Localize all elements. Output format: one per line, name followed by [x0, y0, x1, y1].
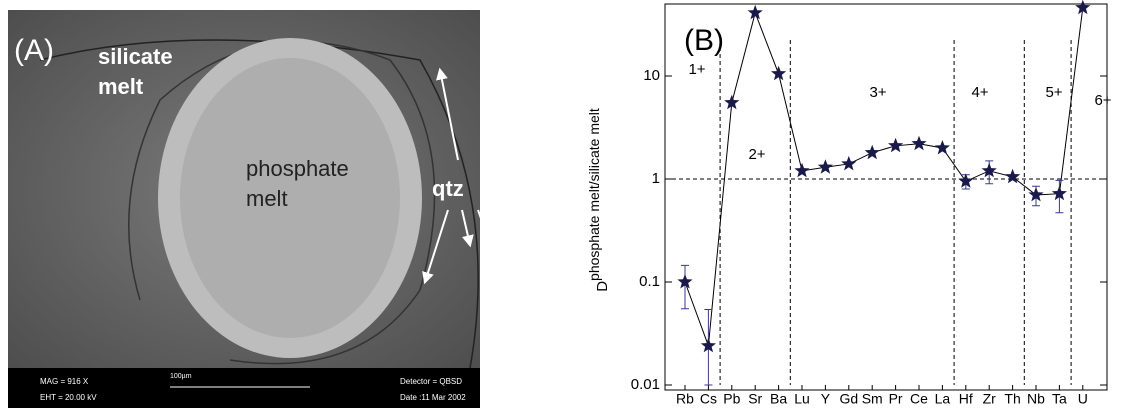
- x-tick-label: Ce: [910, 391, 928, 407]
- footer-text: MAG = 916 X: [40, 377, 89, 386]
- x-tick-label: Pb: [723, 391, 740, 407]
- label: qtz: [432, 176, 464, 201]
- crack: [128, 41, 436, 365]
- x-tick-label: Rb: [676, 391, 694, 407]
- x-tick-label: Sm: [862, 391, 883, 407]
- crack: [39, 39, 479, 369]
- vesicles: [180, 58, 400, 338]
- label: silicate: [98, 44, 173, 69]
- data-point: [888, 137, 904, 153]
- x-tick-label: Zr: [983, 391, 997, 407]
- data-point: [724, 94, 740, 110]
- data-point: [1028, 187, 1044, 202]
- x-tick-label: Sr: [748, 391, 762, 407]
- label: melt: [246, 186, 288, 211]
- data-point: [841, 155, 857, 171]
- footer-text: EHT = 20.00 kV: [40, 393, 97, 402]
- data-point: [1075, 0, 1091, 15]
- footer-text: Date :11 Mar 2002: [400, 393, 466, 402]
- data-point: [817, 159, 833, 174]
- panel-label: (B): [684, 24, 724, 57]
- arrows: [422, 67, 515, 308]
- y-tick-label: 0.1: [639, 273, 660, 290]
- x-tick-label: Ta: [1052, 391, 1067, 407]
- data-point: [794, 162, 810, 178]
- x-tick-label: Hf: [959, 391, 973, 407]
- x-tick-label: Lu: [794, 391, 810, 407]
- data-point: [1051, 185, 1067, 201]
- x-tick-label: Pr: [889, 391, 903, 407]
- data-point: [958, 173, 974, 188]
- data-point: [700, 337, 716, 353]
- y-tick-label: 10: [643, 67, 660, 84]
- panel-a: (A) silicate melt phosphate melt qtz MAG…: [8, 10, 515, 408]
- y-label-sub: phosphate melt/silicate melt: [586, 108, 602, 281]
- data-point: [747, 4, 763, 20]
- x-tick-label: Cs: [700, 391, 717, 407]
- region-label: 3+: [869, 84, 886, 101]
- region-label: 4+: [971, 84, 988, 101]
- data-point: [911, 135, 927, 151]
- x-tick-label: La: [935, 391, 951, 407]
- data-point: [864, 144, 880, 160]
- y-axis-label: Dphosphate melt/silicate melt: [586, 108, 611, 292]
- region-label: 2+: [748, 146, 765, 163]
- panel-b: 0.01 0.1 1 10 Dphosphate melt/silicate melt 1…: [586, 0, 1112, 407]
- series-line: [684, 7, 1084, 347]
- data-point: [934, 140, 950, 155]
- panel-label: (A): [14, 34, 54, 67]
- phosphate-globule: [158, 38, 422, 358]
- y-tick-label: 0.01: [631, 376, 660, 393]
- x-tick-label: U: [1078, 391, 1088, 407]
- data-point: [771, 65, 787, 81]
- error-bar: [681, 264, 689, 310]
- y-tick-label: 1: [652, 170, 660, 187]
- x-tick-label: Y: [821, 391, 831, 407]
- footer-text: Detector = QBSD: [400, 377, 462, 386]
- label: phosphate: [246, 156, 349, 181]
- x-tick-label: Ba: [770, 391, 787, 407]
- label: melt: [98, 74, 144, 99]
- plot-frame: [664, 3, 1108, 391]
- x-tick-label: Th: [1004, 391, 1020, 407]
- region-label: 6+: [1094, 92, 1111, 109]
- x-tick-label: Gd: [839, 391, 858, 407]
- data-point: [1005, 168, 1021, 184]
- data-point: [981, 162, 997, 178]
- region-label: 1+: [688, 61, 705, 78]
- y-label-main: D: [594, 281, 611, 292]
- data-point: [677, 274, 693, 289]
- x-tick-label: Nb: [1027, 391, 1045, 407]
- footer-text: 100µm: [170, 373, 192, 380]
- footer: [8, 368, 480, 408]
- region-label: 5+: [1045, 84, 1062, 101]
